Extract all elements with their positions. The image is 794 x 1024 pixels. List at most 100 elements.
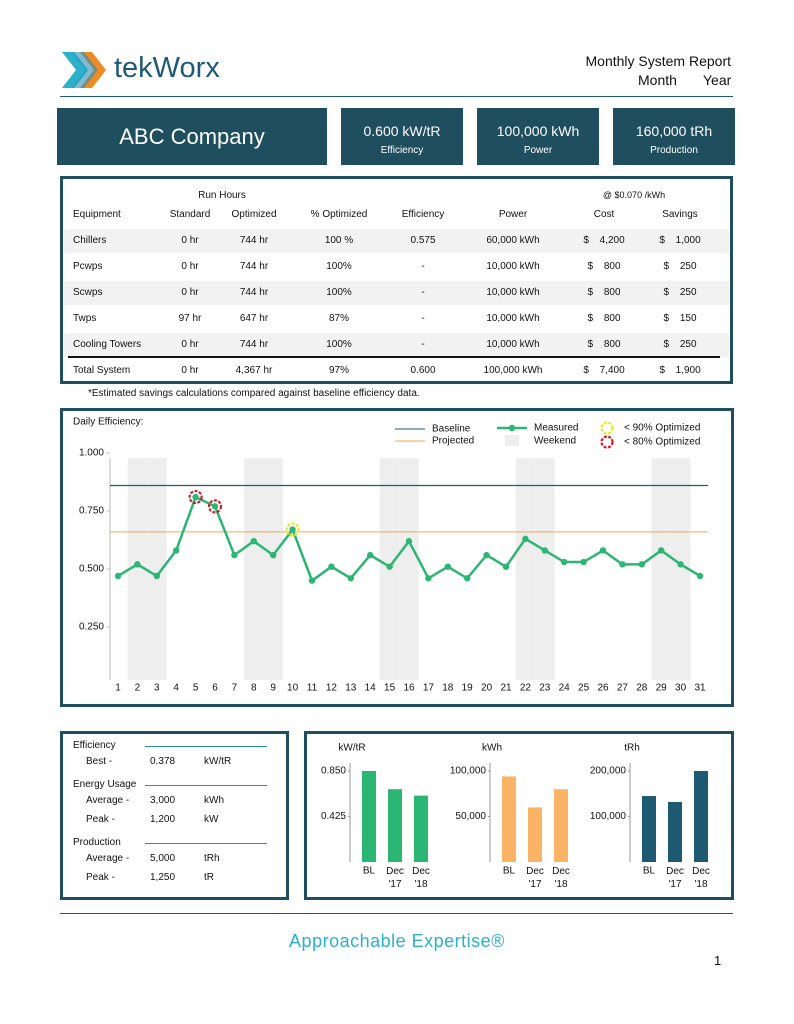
column-header: Savings xyxy=(662,209,698,220)
kpi-value: 160,000 tRh xyxy=(635,123,713,139)
summary-box xyxy=(60,731,289,900)
total-cell: 100,000 kWh xyxy=(483,365,543,376)
footer-rule xyxy=(60,913,733,914)
y-tick-label: 100,000 xyxy=(590,811,627,822)
logo-text: tekWorx xyxy=(114,52,220,84)
summary-unit: kW xyxy=(204,814,219,825)
x-tick-label: Dec '18 xyxy=(552,866,570,890)
table-cell: 10,000 kWh xyxy=(486,339,540,350)
y-tick-label: 1.000 xyxy=(79,448,104,459)
table-cell: 10,000 kWh xyxy=(486,261,540,272)
table-cell: 744 hr xyxy=(239,287,269,298)
summary-label: Peak - xyxy=(86,872,115,883)
table-cell: - xyxy=(421,287,425,298)
x-tick-label: Dec '17 xyxy=(526,866,544,890)
page-number: 1 xyxy=(714,953,722,968)
measured-point xyxy=(541,547,548,554)
measured-point xyxy=(386,563,393,570)
x-tick-label: 7 xyxy=(232,683,238,694)
summary-value: 3,000 xyxy=(150,795,176,806)
x-tick-label: 24 xyxy=(559,683,571,694)
table-cell: $ 250 xyxy=(663,339,697,350)
weekend-band xyxy=(263,458,283,680)
measured-point xyxy=(250,537,257,545)
total-rule xyxy=(68,356,720,358)
table-cell: 100 % xyxy=(324,235,354,246)
column-header: Efficiency xyxy=(401,209,445,220)
chart-title: kWh xyxy=(482,743,502,754)
table-cell: 744 hr xyxy=(239,235,269,246)
x-tick-label: 8 xyxy=(251,683,257,694)
summary-value: 1,250 xyxy=(150,872,176,883)
measured-point xyxy=(289,526,296,533)
table-cell: $ 150 xyxy=(663,313,697,324)
summary-unit: tR xyxy=(204,872,214,883)
x-tick-label: 5 xyxy=(193,683,199,694)
bar xyxy=(694,771,708,862)
y-tick-label: 200,000 xyxy=(590,766,627,777)
chart-title: kW/tR xyxy=(338,743,365,754)
weekend-band xyxy=(147,458,167,680)
bar xyxy=(554,789,568,862)
chart-border xyxy=(60,408,734,707)
y-tick-label: 100,000 xyxy=(450,766,487,777)
group-header: Run Hours xyxy=(198,190,246,201)
x-tick-label: 29 xyxy=(656,683,668,694)
group-header: @ $0.070 /kWh xyxy=(602,190,666,200)
column-header: Power xyxy=(498,209,528,220)
table-cell: 97 hr xyxy=(178,313,202,324)
x-tick-label: 19 xyxy=(462,683,474,694)
legend-swatch xyxy=(600,435,614,449)
table-cell: $ 250 xyxy=(663,261,697,272)
section-title: Energy Usage xyxy=(73,779,137,790)
weekend-band xyxy=(535,458,555,680)
y-tick-label: 0.250 xyxy=(79,622,104,633)
bar xyxy=(414,795,428,862)
x-tick-label: Dec '18 xyxy=(412,866,430,890)
section-rule xyxy=(145,746,267,747)
weekend-band xyxy=(127,458,148,680)
logo-icon xyxy=(62,52,106,88)
measured-point xyxy=(328,563,335,570)
table-cell: 10,000 kWh xyxy=(486,287,540,298)
measured-point xyxy=(599,547,607,554)
table-cell: 744 hr xyxy=(239,339,269,350)
summary-value: 0.378 xyxy=(150,756,176,767)
measured-point xyxy=(444,563,451,570)
table-cell: Scwps xyxy=(73,287,103,298)
report-title: Monthly System Report xyxy=(585,53,732,69)
section-title: Efficiency xyxy=(73,740,116,751)
total-cell: 0.600 xyxy=(410,365,436,376)
x-tick-label: 18 xyxy=(442,683,454,694)
chart-title: Daily Efficiency: xyxy=(73,417,143,428)
x-tick-label: 30 xyxy=(675,683,687,694)
x-tick-label: 16 xyxy=(403,683,415,694)
tagline: Approachable Expertise® xyxy=(289,931,505,951)
measured-point xyxy=(367,551,374,559)
table-cell: 10,000 kWh xyxy=(486,313,540,324)
footnote: *Estimated savings calculations compared… xyxy=(88,388,420,399)
measured-point xyxy=(134,561,141,568)
x-tick-label: 6 xyxy=(212,683,218,694)
kpi-label: Power xyxy=(523,145,553,156)
measured-point xyxy=(347,575,354,582)
x-tick-label: 21 xyxy=(500,683,512,694)
summary-unit: kWh xyxy=(204,795,224,806)
x-tick-label: 12 xyxy=(326,683,338,694)
measured-point xyxy=(696,572,704,580)
x-tick-label: 3 xyxy=(154,683,160,694)
measured-point xyxy=(405,537,413,545)
x-tick-label: 17 xyxy=(423,683,435,694)
x-tick-label: 4 xyxy=(173,683,179,694)
x-tick-label: Dec '17 xyxy=(666,866,684,890)
bar xyxy=(362,771,376,862)
summary-label: Average - xyxy=(86,795,130,806)
table-cell: 100% xyxy=(326,339,352,350)
measured-point xyxy=(231,551,238,559)
chart-border xyxy=(304,731,734,900)
measured-point xyxy=(658,547,665,554)
legend-swatch xyxy=(600,421,614,435)
weekend-band xyxy=(670,458,691,680)
